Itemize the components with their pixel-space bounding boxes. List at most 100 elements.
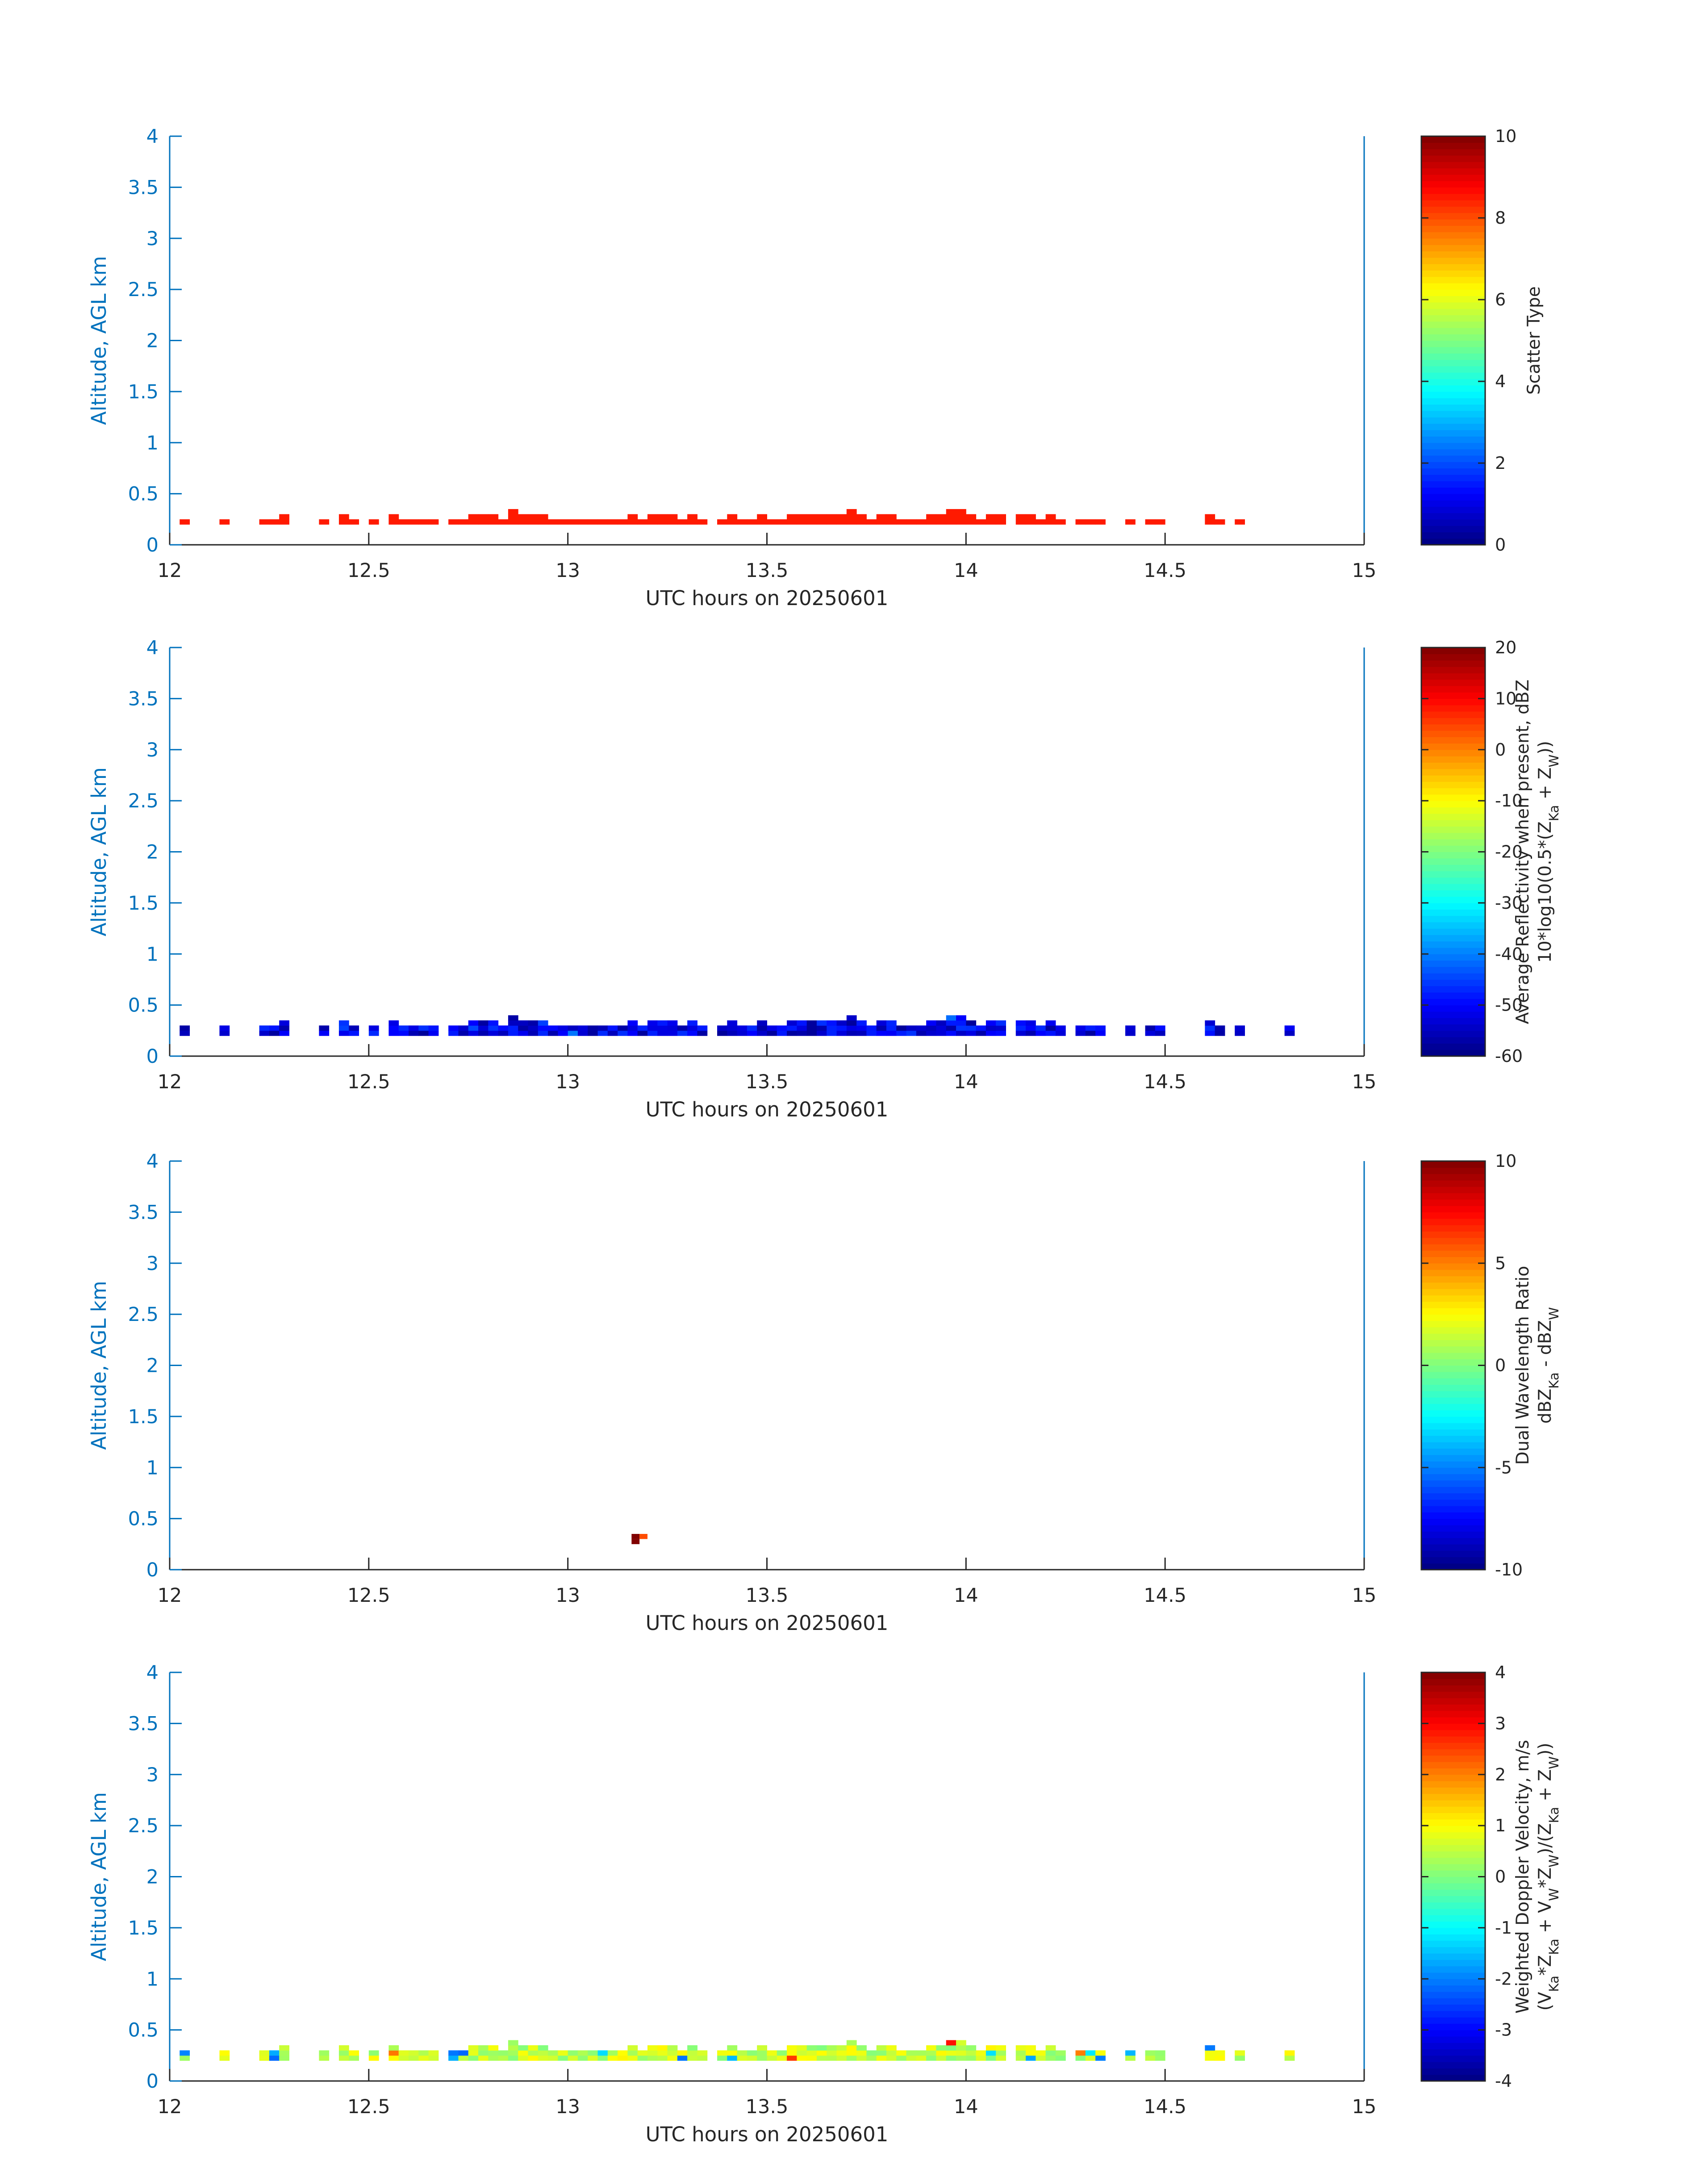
heatmap-cell — [538, 2045, 548, 2051]
colorbar-band — [1421, 1314, 1485, 1321]
heatmap-cell — [956, 1020, 966, 1026]
heatmap-cell — [1055, 2050, 1066, 2056]
colorbar-band — [1421, 928, 1485, 935]
colorbar-band — [1421, 730, 1485, 737]
heatmap-cell — [1055, 1025, 1066, 1031]
colorbar-band — [1421, 883, 1485, 890]
colorbar-band — [1421, 1691, 1485, 1698]
heatmap-cell — [597, 519, 608, 525]
colorbar-band — [1421, 162, 1485, 169]
heatmap-cell — [1045, 514, 1056, 520]
heatmap-cell — [338, 1025, 349, 1031]
heatmap-cell — [607, 1030, 618, 1036]
heatmap-cell — [687, 2055, 697, 2061]
heatmap-cell — [588, 2050, 598, 2056]
heatmap-cell — [677, 1030, 688, 1036]
x-tick-label: 14 — [954, 1071, 978, 1093]
heatmap-cell — [787, 2055, 797, 2061]
heatmap-cell — [518, 2055, 528, 2061]
heatmap-cell — [797, 2055, 807, 2061]
colorbar-band — [1421, 1448, 1485, 1455]
x-tick-label: 13.5 — [746, 560, 789, 582]
x-tick-label: 14.5 — [1144, 2096, 1186, 2118]
heatmap-cell — [986, 2055, 996, 2061]
heatmap-cell — [577, 1030, 588, 1036]
heatmap-cell — [846, 2055, 857, 2061]
heatmap-cell — [607, 519, 618, 525]
colorbar-band — [1421, 1826, 1485, 1833]
y-tick-label: 1 — [146, 1457, 159, 1479]
heatmap-cell — [777, 1025, 787, 1031]
heatmap-cell — [806, 2050, 817, 2056]
colorbar-band — [1421, 960, 1485, 967]
heatmap-cell — [886, 2050, 897, 2056]
colorbar-band — [1421, 155, 1485, 162]
heatmap-cell — [946, 1015, 956, 1021]
colorbar-band — [1421, 1474, 1485, 1481]
heatmap-cell — [836, 514, 847, 520]
colorbar-band — [1421, 1237, 1485, 1245]
colorbar-band — [1421, 1832, 1485, 1839]
heatmap-cell — [349, 519, 359, 525]
heatmap-cell — [180, 2055, 190, 2061]
x-tick-label: 15 — [1352, 1071, 1377, 1093]
colorbar-band — [1421, 711, 1485, 718]
heatmap-cell — [448, 2055, 459, 2061]
colorbar-band — [1421, 1416, 1485, 1423]
colorbar-band — [1421, 232, 1485, 239]
heatmap-cell — [816, 1030, 827, 1036]
heatmap-cell — [966, 2050, 977, 2056]
heatmap-cell — [936, 1025, 947, 1031]
heatmap-cell — [996, 519, 1006, 525]
heatmap-cell — [1045, 1025, 1056, 1031]
colorbar-band — [1421, 1167, 1485, 1174]
heatmap-cell — [966, 1030, 977, 1036]
colorbar-band — [1421, 877, 1485, 884]
heatmap-cell — [627, 1030, 638, 1036]
colorbar-band — [1421, 986, 1485, 993]
colorbar-band — [1421, 238, 1485, 245]
heatmap-cell — [836, 1020, 847, 1026]
colorbar-band — [1421, 666, 1485, 673]
heatmap-cell — [737, 2055, 748, 2061]
heatmap-cell — [827, 1030, 837, 1036]
heatmap-cell — [827, 2045, 837, 2051]
colorbar-band — [1421, 794, 1485, 801]
heatmap-cell — [1145, 519, 1156, 525]
colorbar-band — [1421, 296, 1485, 303]
colorbar-tick-label: -10 — [1495, 1560, 1523, 1579]
colorbar-label: dBZKa - dBZW — [1535, 1307, 1562, 1424]
heatmap-cell — [757, 1025, 767, 1031]
heatmap-cell — [508, 2045, 518, 2051]
heatmap-cell — [468, 2045, 479, 2051]
colorbar-band — [1421, 660, 1485, 667]
heatmap-cell — [946, 1020, 956, 1026]
heatmap-cell — [548, 2050, 558, 2056]
y-axis-label: Altitude, AGL km — [87, 1792, 111, 1961]
colorbar-band — [1421, 1947, 1485, 1954]
heatmap-cell — [926, 2055, 936, 2061]
colorbar-band — [1421, 1410, 1485, 1417]
heatmap-cell — [488, 2050, 499, 2056]
colorbar-band — [1421, 1736, 1485, 1743]
heatmap-cell — [627, 2050, 638, 2056]
heatmap-cell — [827, 2055, 837, 2061]
colorbar-tick-label: -10 — [1495, 791, 1523, 811]
heatmap-cell — [538, 1030, 548, 1036]
colorbar: -10 -5 0 5 10 Dual Wavelength Ratio dBZKa - dB… — [1420, 1151, 1562, 1579]
heatmap-cell — [568, 1025, 578, 1031]
heatmap-cell — [458, 2055, 469, 2061]
heatmap-cell — [368, 2050, 379, 2056]
colorbar-band — [1421, 366, 1485, 373]
colorbar-band — [1421, 1985, 1485, 1992]
colorbar-band — [1421, 1365, 1485, 1372]
heatmap-cell — [667, 1025, 678, 1031]
heatmap-cell — [1235, 519, 1245, 525]
heatmap-cell — [269, 2050, 280, 2056]
colorbar-band — [1421, 1011, 1485, 1018]
colorbar-band — [1421, 385, 1485, 392]
heatmap-cell — [797, 1020, 807, 1026]
colorbar-band — [1421, 257, 1485, 264]
colorbar-band — [1421, 1518, 1485, 1525]
heatmap-cell — [1284, 1030, 1295, 1036]
